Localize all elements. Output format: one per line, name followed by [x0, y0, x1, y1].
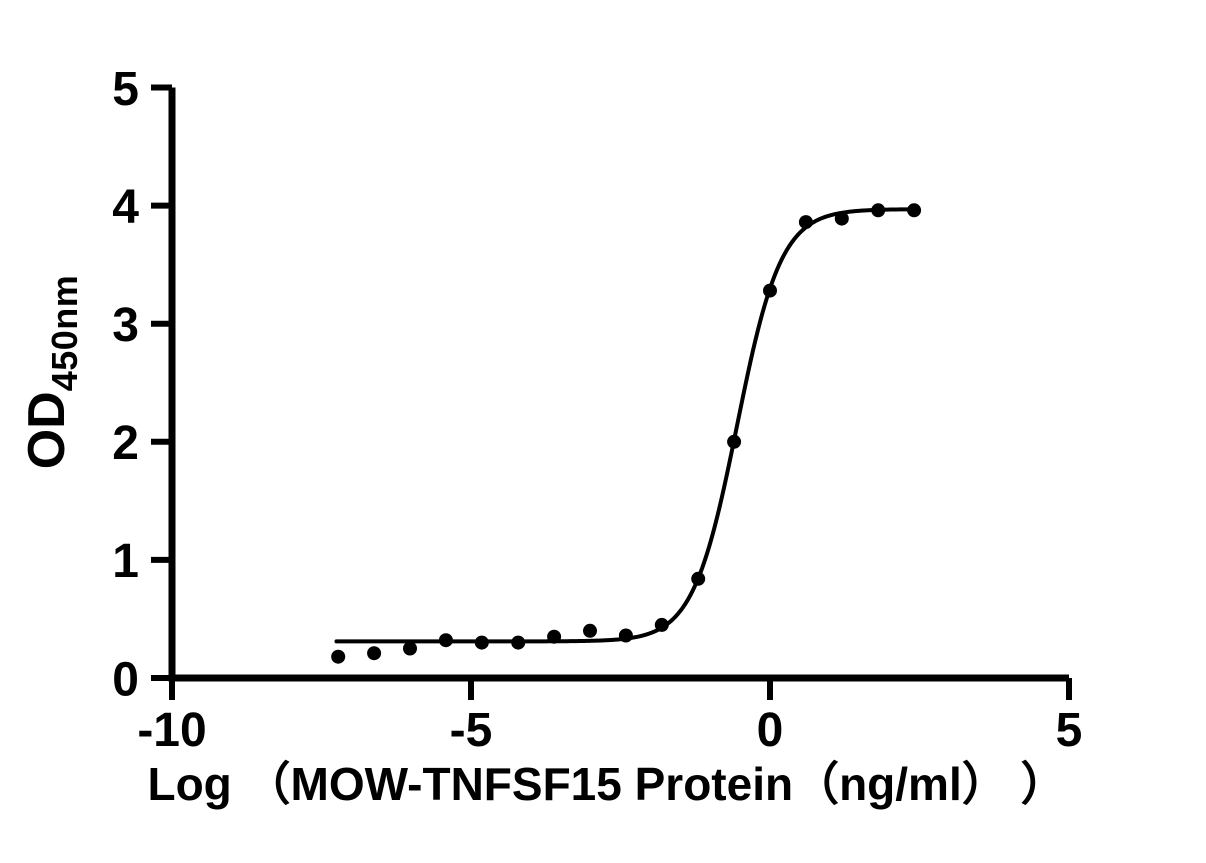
y-tick-label: 5	[112, 63, 139, 116]
y-tick-label: 0	[112, 653, 139, 706]
data-point	[618, 628, 633, 643]
y-tick-label: 4	[112, 181, 139, 234]
x-tick-label: -10	[137, 704, 206, 757]
x-tick-label: -5	[450, 704, 493, 757]
data-point	[367, 646, 382, 661]
data-point	[331, 649, 346, 664]
data-point	[403, 641, 417, 656]
data-point	[798, 215, 813, 230]
y-tick-label: 1	[112, 535, 139, 588]
data-point	[511, 635, 526, 650]
y-axis-title-main: OD	[18, 391, 76, 470]
y-tick-label: 2	[112, 417, 139, 470]
data-point	[654, 617, 669, 632]
data-point	[547, 629, 562, 644]
data-point	[583, 623, 597, 638]
y-axis-title: OD450nm	[18, 274, 85, 470]
data-point	[474, 635, 489, 650]
x-axis-title: Log （MOW-TNFSF15 Protein（ng/ml） ）	[147, 758, 1067, 810]
y-axis-title-subscript: 450nm	[44, 274, 85, 392]
x-tick-label: 0	[757, 704, 784, 757]
data-point	[727, 434, 742, 449]
data-point	[907, 203, 922, 218]
y-tick-label: 3	[112, 299, 139, 352]
fit-curve	[334, 207, 917, 644]
axes-spines	[168, 87, 1069, 682]
data-point	[763, 283, 777, 298]
data-point	[691, 571, 706, 586]
data-point	[871, 203, 886, 218]
x-tick-label: 5	[1056, 704, 1083, 757]
data-point	[438, 633, 453, 648]
data-point	[834, 211, 849, 226]
